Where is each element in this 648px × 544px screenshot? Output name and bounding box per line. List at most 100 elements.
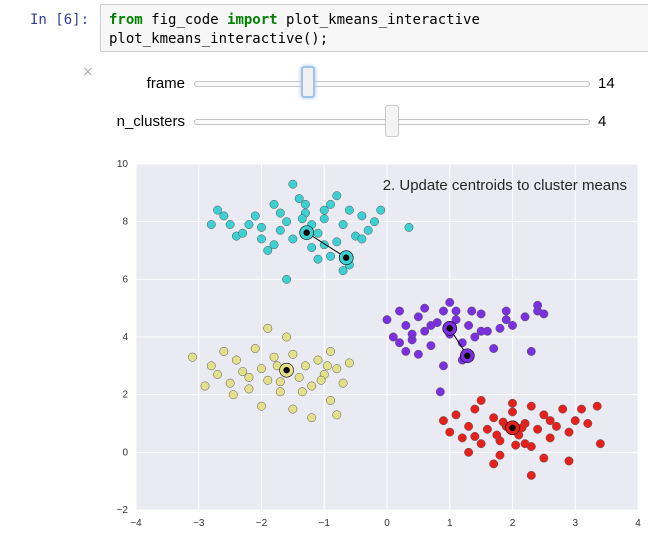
data-point [307,243,317,253]
x-tick-label: 3 [572,518,578,529]
data-point [269,240,279,250]
data-point [225,220,235,230]
y-tick-label: 6 [122,274,128,285]
data-point [526,346,536,356]
data-point [426,341,436,351]
n-clusters-label: n_clusters [116,113,185,130]
data-point [520,439,530,449]
data-point [213,370,223,379]
data-point [457,433,467,443]
x-tick-label: −2 [256,518,268,529]
data-point [313,228,323,238]
centroid-dot [303,229,310,236]
data-point [492,430,502,440]
data-point [326,251,335,261]
data-point [257,234,266,244]
x-tick-label: −3 [193,518,205,529]
data-point [583,419,593,428]
data-point [445,297,455,307]
data-point [244,220,254,230]
data-point [294,194,304,204]
data-point [520,312,530,322]
frame-slider-track[interactable] [194,81,590,87]
code-cell-input[interactable]: from fig_code import plot_kmeans_interac… [100,4,648,52]
data-point [476,395,486,405]
data-point [439,361,448,371]
keyword-from: from [109,12,143,28]
data-point [257,401,266,411]
data-point [426,321,436,330]
data-point [313,254,323,264]
data-point [404,222,414,232]
centroid-dot [283,366,290,374]
data-point [257,222,266,232]
data-point [269,199,279,209]
data-point [228,390,238,400]
data-point [435,387,445,397]
data-point [470,332,480,342]
data-point [263,375,273,385]
data-point [476,439,486,449]
data-point [250,344,260,353]
data-point [577,404,586,414]
data-point [464,421,474,431]
data-point [467,306,477,316]
data-point [357,211,367,221]
data-point [592,401,602,411]
data-point [319,214,329,224]
data-point [263,246,273,255]
data-point [539,309,549,319]
keyword-import: import [227,12,278,28]
data-point [294,372,304,382]
data-point [206,361,216,371]
data-point [322,361,332,371]
data-point [464,447,474,457]
close-output-icon[interactable]: × [82,64,94,80]
data-point [395,338,404,348]
data-point [357,234,367,244]
data-point [250,211,260,221]
data-point [439,416,448,426]
data-point [307,381,317,391]
frame-label: frame [146,75,185,92]
data-point [263,323,273,333]
data-point [545,416,555,426]
x-tick-label: 1 [447,518,453,529]
data-point [564,427,574,437]
function-name: plot_kmeans_interactive [277,12,480,28]
data-point [570,416,580,426]
data-point [451,315,461,325]
data-point [319,205,329,215]
data-point [332,364,342,374]
data-point [338,378,348,388]
data-point [225,378,235,388]
plot-annotation: 2. Update centroids to cluster means [383,177,627,194]
data-point [489,413,499,423]
frame-slider-handle[interactable] [300,66,315,98]
data-point [313,355,323,365]
y-tick-label: 8 [122,217,128,228]
n-clusters-slider-handle[interactable] [385,105,399,137]
axis-ticks: −4 −3 −2 −1 0 1 2 3 4 −2 0 2 4 6 8 10 [117,159,642,529]
plot-grid [135,163,639,511]
data-point [307,413,317,423]
data-point [501,306,511,316]
data-point [489,459,499,469]
data-point [476,326,486,336]
data-point [326,346,335,356]
data-point [344,358,354,368]
data-point [344,205,354,215]
data-point [297,387,307,397]
x-tick-label: −4 [130,518,142,529]
data-point [282,274,292,284]
data-point [495,450,505,460]
data-point [388,332,398,342]
data-point [188,352,197,362]
data-point [269,352,279,362]
y-tick-label: 4 [122,332,128,343]
data-point [464,321,474,330]
data-point [526,401,536,411]
module-name: fig_code [142,12,228,28]
data-point [231,355,241,365]
